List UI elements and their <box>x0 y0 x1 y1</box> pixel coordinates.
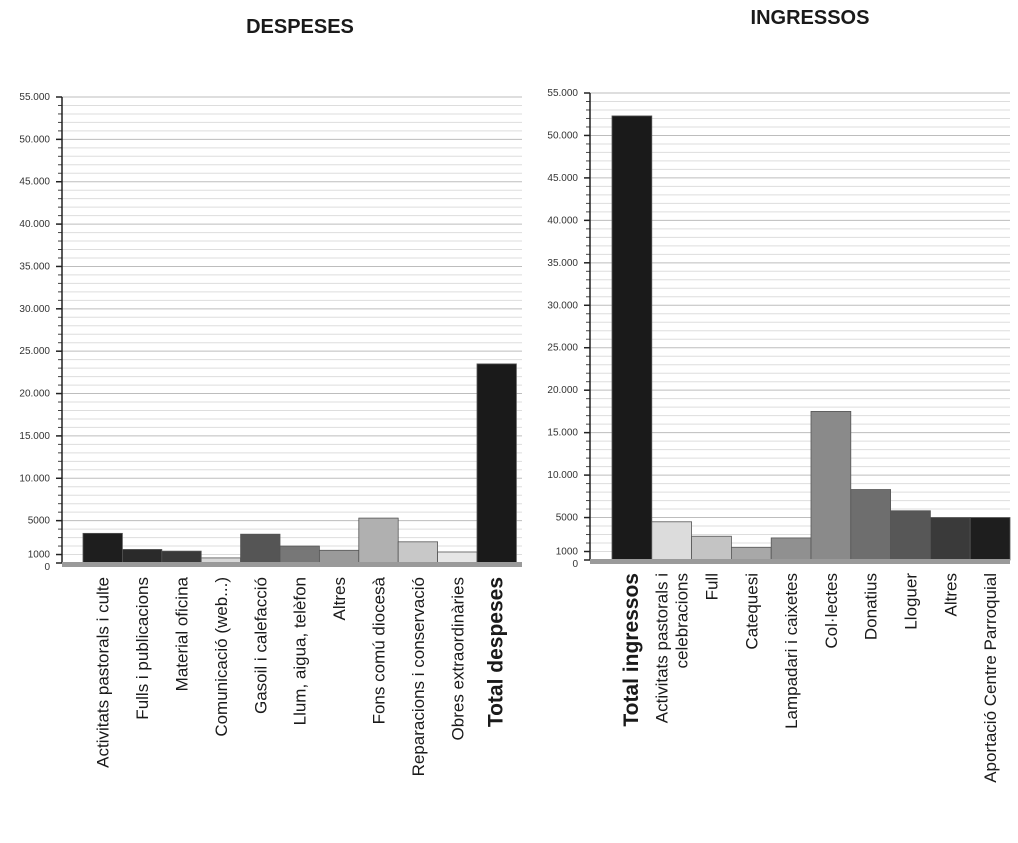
y-tick-label: 55.000 <box>547 88 578 99</box>
bar-gasoil-i-calefacci- <box>240 533 281 564</box>
y-tick-label: 10.000 <box>19 473 50 484</box>
bar-obres-extraordin-ries <box>437 551 478 564</box>
x-category-label: Fons comú diocesà <box>370 576 389 724</box>
x-category-label: Llum, aigua, telèfon <box>291 577 310 725</box>
x-category-label: Activitats pastorals i culte <box>94 577 113 768</box>
y-tick-label: 40.000 <box>19 219 50 230</box>
bar-material-oficina <box>161 550 202 564</box>
x-category-label: Gasoil i calefacció <box>251 577 270 714</box>
y-tick-label: 0 <box>44 562 50 573</box>
bar-col-lectes <box>810 411 852 561</box>
x-category-label: Altres <box>330 577 349 620</box>
y-tick-label: 5000 <box>28 516 51 527</box>
y-tick-label: 20.000 <box>19 389 50 400</box>
y-tick-label: 50.000 <box>547 130 578 141</box>
y-tick-label: 15.000 <box>19 431 50 442</box>
y-tick-label: 15.000 <box>547 428 578 439</box>
y-tick-label: 30.000 <box>19 304 50 315</box>
y-tick-label: 5000 <box>556 513 579 524</box>
x-category-label: Full <box>703 573 722 600</box>
bar-fons-com-dioces- <box>358 517 399 564</box>
y-tick-label: 45.000 <box>19 177 50 188</box>
y-tick-label: 30.000 <box>547 300 578 311</box>
x-category-label: Catequesi <box>742 573 761 650</box>
bar-llum-aigua-tel-fon <box>279 545 320 564</box>
x-category-label: Obres extraordinàries <box>448 577 467 740</box>
x-category-label: Col·lectes <box>822 573 841 649</box>
bar-catequesi <box>731 546 772 561</box>
chart-title: DESPESES <box>246 16 354 38</box>
y-tick-label: 10.000 <box>547 470 578 481</box>
x-category-label: Donatius <box>862 573 881 640</box>
bar-lampadari-i-caixetes <box>770 537 812 561</box>
x-category-label: Aportació Centre Parroquial <box>981 573 1000 783</box>
x-category-label: Total despeses <box>485 577 508 727</box>
x-category-label: Altres <box>941 573 960 616</box>
bar-activitats-pastorals-i-celebracions <box>651 521 692 561</box>
bar-donatius <box>850 489 891 561</box>
x-category-label: Lloguer <box>902 573 921 630</box>
y-tick-label: 45.000 <box>547 173 578 184</box>
chart-title: INGRESSOS <box>751 7 870 29</box>
x-category-label: Lampadari i caixetes <box>782 573 801 729</box>
y-tick-label: 25.000 <box>547 343 578 354</box>
bar-total-despeses <box>476 363 517 564</box>
x-category-label: Reparacions i conservació <box>409 577 428 776</box>
y-tick-label: 40.000 <box>547 215 578 226</box>
y-tick-label: 20.000 <box>547 385 578 396</box>
x-axis-baseline <box>62 562 522 567</box>
x-category-label: Activitats pastorals icelebracions <box>653 573 692 723</box>
x-category-label: Comunicació (web...) <box>212 577 231 737</box>
bar-fulls-i-publicacions <box>122 549 163 564</box>
x-axis-baseline <box>590 559 1010 564</box>
bar-aportaci-centre-parroquial <box>969 517 1011 561</box>
bar-activitats-pastorals-i-culte <box>82 532 123 564</box>
bar-altres <box>318 549 360 564</box>
x-category-label: Total ingressos <box>620 573 643 727</box>
x-category-label: Fulls i publicacions <box>133 577 152 720</box>
y-tick-label: 50.000 <box>19 134 50 145</box>
bar-reparacions-i-conservaci- <box>397 541 439 564</box>
bar-altres <box>930 517 971 561</box>
y-tick-label: 55.000 <box>19 92 50 103</box>
y-tick-label: 1000 <box>28 550 51 561</box>
bar-total-ingressos <box>611 115 653 561</box>
bar-full <box>691 535 732 561</box>
x-category-label: Material oficina <box>173 576 192 691</box>
y-tick-label: 35.000 <box>547 258 578 269</box>
y-tick-label: 1000 <box>556 547 579 558</box>
bar-lloguer <box>890 510 931 561</box>
y-tick-label: 25.000 <box>19 346 50 357</box>
y-tick-label: 0 <box>572 559 578 570</box>
y-tick-label: 35.000 <box>19 261 50 272</box>
